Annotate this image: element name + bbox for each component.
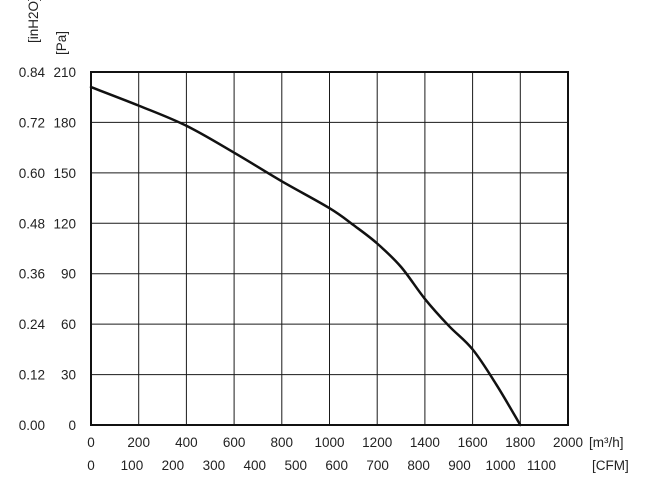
x-tick-label-m3h: 800 <box>271 435 294 450</box>
x-tick-label-cfm: 500 <box>284 458 307 473</box>
x-tick-label-m3h: 1200 <box>362 435 392 450</box>
y-tick-label-inh2o: 0.72 <box>19 115 45 130</box>
y-tick-label-inh2o: 0.36 <box>19 267 45 282</box>
y-tick-label-inh2o: 0.60 <box>19 166 45 181</box>
x-tick-label-m3h: 1600 <box>458 435 488 450</box>
y-tick-label-pa: 150 <box>53 166 76 181</box>
y-tick-label-pa: 90 <box>61 267 76 282</box>
x-tick-label-cfm: 400 <box>244 458 267 473</box>
y-tick-label-pa: 120 <box>53 216 76 231</box>
x-axis-unit-cfm: [CFM] <box>592 458 629 473</box>
y-axis-ticks-inh2o: 0.00 0.12 0.24 0.36 0.48 0.60 0.72 0.84 <box>19 65 46 433</box>
x-tick-label-m3h: 200 <box>127 435 150 450</box>
x-axis-unit-m3h: [m³/h] <box>589 435 624 450</box>
pressure-flow-curve <box>89 85 522 427</box>
y-axis-unit-inh2o: [inH2O] <box>26 0 41 43</box>
y-tick-label-pa: 0 <box>68 418 76 433</box>
y-tick-label-pa: 30 <box>61 368 76 383</box>
x-tick-label-cfm: 900 <box>448 458 471 473</box>
x-tick-label-m3h: 600 <box>223 435 246 450</box>
y-tick-label-pa: 210 <box>53 65 76 80</box>
y-tick-label-pa: 180 <box>53 115 76 130</box>
x-tick-label-cfm: 700 <box>366 458 389 473</box>
x-axis-ticks-cfm: 0 100 200 300 400 500 600 700 800 900 1000 1100 <box>87 458 556 473</box>
y-tick-label-inh2o: 0.24 <box>19 317 46 332</box>
y-axis-unit-pa: [Pa] <box>54 31 69 55</box>
x-tick-label-cfm: 1100 <box>527 458 556 473</box>
x-tick-label-m3h: 1800 <box>505 435 535 450</box>
x-axis-ticks-m3h: 0 200 400 600 800 1000 1200 1400 1600 1800 2000 <box>87 435 583 450</box>
grid-lines <box>90 71 569 426</box>
y-tick-label-inh2o: 0.84 <box>19 65 46 80</box>
y-tick-label-inh2o: 0.12 <box>19 368 45 383</box>
x-tick-label-m3h: 1000 <box>314 435 344 450</box>
x-tick-label-cfm: 600 <box>325 458 348 473</box>
plot-frame <box>90 71 569 426</box>
x-tick-label-m3h: 2000 <box>553 435 583 450</box>
y-tick-label-inh2o: 0.00 <box>19 418 45 433</box>
y-tick-label-inh2o: 0.48 <box>19 216 45 231</box>
x-tick-label-cfm: 300 <box>203 458 226 473</box>
x-tick-label-cfm: 800 <box>407 458 430 473</box>
x-tick-label-cfm: 0 <box>87 458 95 473</box>
x-tick-label-cfm: 200 <box>162 458 185 473</box>
x-tick-label-cfm: 100 <box>121 458 144 473</box>
x-tick-label-m3h: 1400 <box>410 435 440 450</box>
y-axis-ticks-pa: 0 30 60 90 120 150 180 210 <box>53 65 76 433</box>
x-tick-label-m3h: 0 <box>87 435 95 450</box>
x-tick-label-m3h: 400 <box>175 435 198 450</box>
y-tick-label-pa: 60 <box>61 317 76 332</box>
x-tick-label-cfm: 1000 <box>485 458 515 473</box>
